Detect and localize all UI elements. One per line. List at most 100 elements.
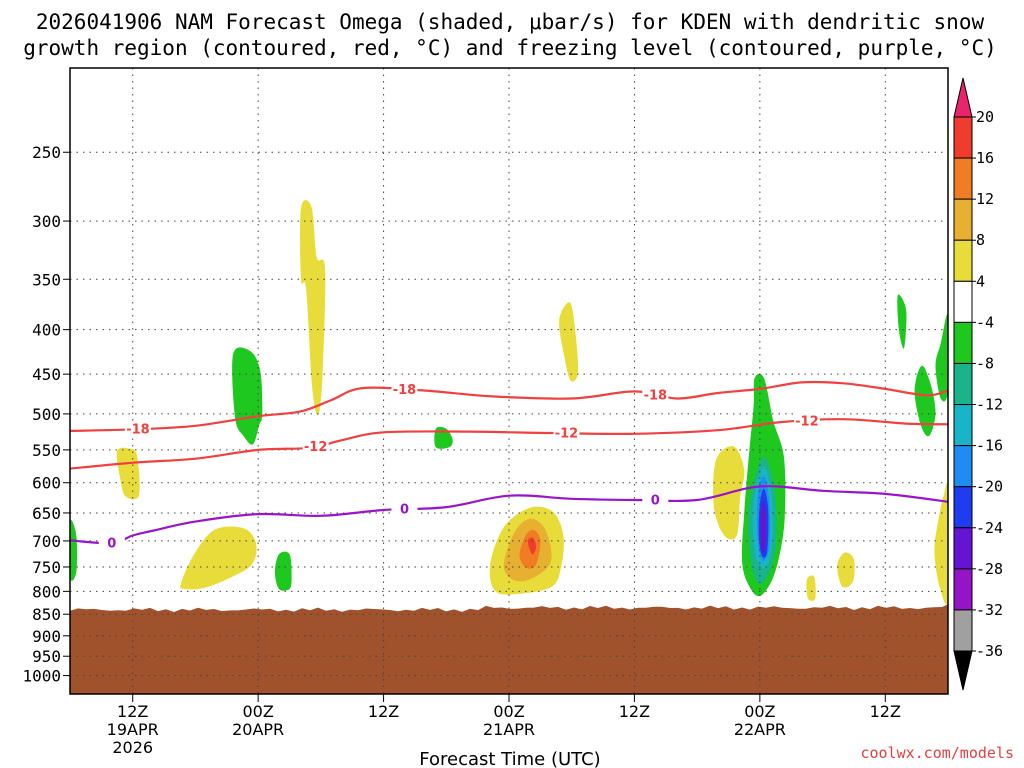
colorbar-bottom-arrow bbox=[953, 650, 973, 691]
y-tick-label: 550 bbox=[32, 441, 61, 460]
colorbar-band bbox=[953, 116, 973, 159]
contour-line bbox=[70, 380, 948, 432]
colorbar-label: -36 bbox=[976, 642, 1003, 660]
contour-label: -12 bbox=[555, 427, 579, 442]
contour-label-background bbox=[642, 386, 669, 402]
colorbar-label: 20 bbox=[976, 108, 994, 126]
y-tick-label: 250 bbox=[32, 143, 61, 162]
contour-label: -18 bbox=[644, 388, 668, 403]
y-tick-label: 900 bbox=[32, 627, 61, 646]
contour-label-background bbox=[642, 491, 669, 507]
colorbar-label: 12 bbox=[976, 190, 994, 208]
colorbar-band bbox=[953, 198, 973, 241]
x-tick-label: 2026 bbox=[112, 738, 153, 757]
x-tick-label: 12Z bbox=[619, 702, 650, 721]
y-tick-label: 700 bbox=[32, 532, 61, 551]
omega-region bbox=[934, 482, 948, 605]
omega-region bbox=[180, 526, 257, 590]
y-tick-label: 850 bbox=[32, 605, 61, 624]
terrain-underground bbox=[70, 604, 948, 694]
colorbar-band bbox=[953, 609, 973, 652]
contour-label-background bbox=[391, 501, 418, 517]
contour-label: -18 bbox=[126, 423, 150, 438]
y-tick-label: 1000 bbox=[22, 667, 61, 686]
omega-region bbox=[274, 551, 292, 591]
omega-region bbox=[70, 520, 78, 581]
x-tick-label: 12Z bbox=[870, 702, 901, 721]
colorbar-label: 4 bbox=[976, 272, 985, 290]
colorbar-band bbox=[953, 527, 973, 570]
contour-label-background bbox=[793, 412, 820, 428]
colorbar-label: -16 bbox=[976, 437, 1003, 455]
chart-title-line-2: growth region (contoured, red, °C) and f… bbox=[23, 36, 997, 60]
omega-region bbox=[935, 313, 948, 402]
colorbar-band bbox=[953, 445, 973, 488]
x-tick-label: 20APR bbox=[232, 720, 284, 739]
x-tick-label: 00Z bbox=[744, 702, 775, 721]
colorbar-label: -12 bbox=[976, 396, 1003, 414]
colorbar-band bbox=[953, 568, 973, 611]
contour-label: -12 bbox=[795, 414, 819, 429]
y-tick-label: 400 bbox=[32, 321, 61, 340]
x-tick-label: 12Z bbox=[368, 702, 399, 721]
chart-title-line-1: 2026041906 NAM Forecast Omega (shaded, μ… bbox=[36, 10, 985, 34]
colorbar-label: -4 bbox=[976, 313, 994, 331]
omega-region bbox=[760, 501, 767, 553]
colorbar-band bbox=[953, 280, 973, 323]
omega-region bbox=[527, 537, 537, 555]
contour-label-background bbox=[553, 425, 580, 441]
temperature-contours: -18 -18 -18 -12 -12 -12 0 0 0 bbox=[70, 380, 948, 552]
contour-label-background bbox=[98, 535, 125, 551]
contour-label-background bbox=[124, 421, 151, 437]
x-tick-label: 00Z bbox=[493, 702, 524, 721]
y-tick-label: 950 bbox=[32, 647, 61, 666]
watermark: coolwx.com/models bbox=[860, 744, 1014, 762]
plot-area bbox=[70, 68, 948, 694]
x-tick-label: 22APR bbox=[734, 720, 786, 739]
colorbar-band bbox=[953, 157, 973, 200]
colorbar-band bbox=[953, 321, 973, 364]
omega-region bbox=[897, 294, 907, 349]
contour-label: -12 bbox=[304, 440, 328, 455]
contour-label: 0 bbox=[651, 493, 660, 508]
omega-region bbox=[837, 552, 855, 588]
x-tick-label: 21APR bbox=[483, 720, 535, 739]
omega-region bbox=[116, 447, 140, 500]
colorbar-label: 16 bbox=[976, 149, 994, 167]
colorbar-band bbox=[953, 239, 973, 282]
x-axis-label: Forecast Time (UTC) bbox=[419, 749, 600, 768]
omega-region bbox=[914, 365, 936, 437]
colorbar-band bbox=[953, 404, 973, 447]
y-tick-label: 500 bbox=[32, 405, 61, 424]
y-tick-label: 450 bbox=[32, 365, 61, 384]
colorbar-label: -20 bbox=[976, 478, 1003, 496]
axes: 250 300 350 400 450 500 550 600 650 700 750 800 850 9… bbox=[22, 67, 949, 757]
omega-region bbox=[559, 302, 579, 382]
colorbar-band bbox=[953, 486, 973, 529]
omega-region bbox=[806, 575, 816, 601]
contour-label: -18 bbox=[393, 383, 417, 398]
grid-lines bbox=[70, 68, 948, 694]
x-tick-label: 19APR bbox=[107, 720, 159, 739]
colorbar-label: 8 bbox=[976, 231, 985, 249]
contour-label-background bbox=[302, 438, 329, 454]
contour-label: 0 bbox=[107, 537, 116, 552]
omega-region bbox=[232, 347, 263, 445]
x-tick-label: 12Z bbox=[117, 702, 148, 721]
colorbar-top-arrow bbox=[953, 77, 973, 118]
colorbar-label: -24 bbox=[976, 519, 1003, 537]
x-tick-label: 00Z bbox=[242, 702, 273, 721]
contour-label-background bbox=[391, 381, 418, 397]
colorbar-label: -8 bbox=[976, 354, 994, 372]
colorbar-legend: 20 16 12 8 4 -4 -8 -12 -16 -20 -24 -28 -32 -36 bbox=[953, 77, 1003, 691]
y-tick-label: 750 bbox=[32, 558, 61, 577]
colorbar-band bbox=[953, 362, 973, 406]
contour-line bbox=[70, 485, 948, 545]
y-tick-label: 600 bbox=[32, 474, 61, 493]
omega-region bbox=[300, 200, 326, 416]
y-tick-label: 650 bbox=[32, 504, 61, 523]
y-tick-label: 300 bbox=[32, 212, 61, 231]
colorbar-label: -28 bbox=[976, 560, 1003, 578]
contour-label: 0 bbox=[400, 503, 409, 518]
